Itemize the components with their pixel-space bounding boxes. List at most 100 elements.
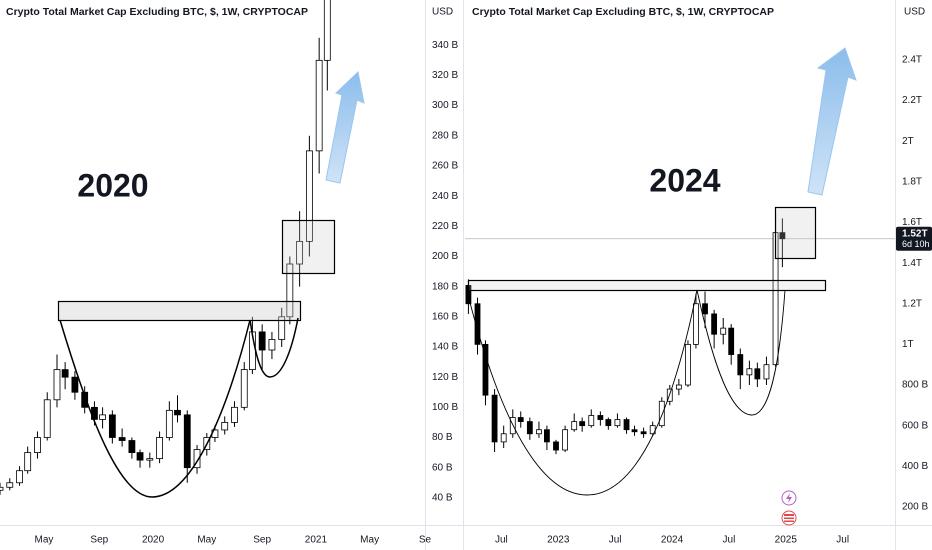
candle-body <box>156 437 163 460</box>
candle-body <box>315 59 323 152</box>
candle-body <box>43 399 51 438</box>
x-tick-label: 2024 <box>661 535 684 546</box>
chart-title: Crypto Total Market Cap Excluding BTC, $… <box>472 6 774 18</box>
candle-body <box>536 429 542 435</box>
x-tick-label: Se <box>419 535 432 546</box>
candle-body <box>165 409 173 438</box>
candle-body <box>562 429 569 451</box>
y-tick-label: 2T <box>902 136 914 147</box>
y-tick-label: 40 B <box>432 492 453 503</box>
y-tick-label: 60 B <box>432 462 453 473</box>
event-icon-glyph <box>786 493 792 503</box>
x-tick-label: May <box>35 535 54 546</box>
candle-body <box>779 232 786 240</box>
candle-body <box>631 429 638 433</box>
candle-body <box>544 429 550 443</box>
up-arrow <box>325 71 365 184</box>
candle-body <box>268 339 276 351</box>
countdown-label: 6d 10h <box>902 239 930 249</box>
candle-body <box>0 486 4 491</box>
y-tick-label: 800 B <box>902 380 928 391</box>
y-tick-label: 200 B <box>432 251 458 262</box>
candle-body <box>128 440 136 453</box>
x-tick-label: Sep <box>90 535 108 546</box>
drawings <box>57 206 827 498</box>
candle-body <box>258 331 266 351</box>
y-tick-label: 240 B <box>432 191 458 202</box>
candle-body <box>763 364 770 380</box>
candle-body <box>99 414 106 420</box>
candle-body <box>231 406 238 423</box>
x-tick-label: Jul <box>723 535 736 546</box>
y-tick-label: 300 B <box>432 100 458 111</box>
chart-title: Crypto Total Market Cap Excluding BTC, $… <box>6 6 308 18</box>
candle-body <box>174 409 181 416</box>
last-price-label: 1.52T <box>902 228 928 239</box>
event-icon-glyph <box>784 514 794 522</box>
candle-body <box>605 419 612 427</box>
y-tick-label: 260 B <box>432 161 458 172</box>
y-tick-label: 1.6T <box>902 217 922 228</box>
candle-body <box>61 369 69 378</box>
y-tick-label: 180 B <box>432 281 458 292</box>
x-tick-label: 2023 <box>547 535 570 546</box>
candle-body <box>517 417 524 422</box>
y-tick-label: 1.4T <box>902 258 922 269</box>
y-tick-label: 600 B <box>902 420 928 431</box>
candle-body <box>146 458 154 461</box>
y-tick-label: 340 B <box>432 40 458 51</box>
candle-body <box>720 327 727 335</box>
candle-body <box>693 303 699 345</box>
candle-body <box>278 316 286 340</box>
annotation: 2024 <box>649 162 720 198</box>
candle-body <box>118 437 126 441</box>
candle-body <box>71 376 79 393</box>
y-tick-label: 160 B <box>432 311 458 322</box>
candle-body <box>500 433 507 443</box>
candle-body <box>53 369 61 401</box>
y-tick-label: 1.8T <box>902 176 922 187</box>
candle-body <box>623 419 630 431</box>
y-tick-label: 200 B <box>902 502 928 513</box>
y-tick-label: 120 B <box>432 372 458 383</box>
candle-body <box>240 369 248 408</box>
x-tick-label: Jul <box>609 535 622 546</box>
x-tick-label: Sep <box>253 535 271 546</box>
candle-body <box>108 414 116 438</box>
resistance-zone <box>467 279 827 292</box>
x-tick-label: 2021 <box>305 535 328 546</box>
y-tick-label: 2.2T <box>902 95 922 106</box>
y-tick-label: 220 B <box>432 221 458 232</box>
y-tick-label: 1.2T <box>902 298 922 309</box>
y-tick-label: 1T <box>902 339 914 350</box>
y-tick-label: 400 B <box>902 461 928 472</box>
cup-curve <box>467 289 698 496</box>
candle-body <box>81 391 89 408</box>
candle-body <box>553 441 559 451</box>
candle-body <box>296 240 304 265</box>
resistance-zone <box>57 300 302 322</box>
candle-body <box>34 437 41 453</box>
candle-body <box>6 482 14 488</box>
candle-body <box>640 431 647 435</box>
candle-body <box>526 421 533 435</box>
candle-body <box>16 470 23 484</box>
y-tick-label: 320 B <box>432 70 458 81</box>
candle-body <box>221 422 229 431</box>
y-tick-label: 140 B <box>432 342 458 353</box>
plot-right <box>465 214 895 455</box>
event-icon-glyph <box>784 519 794 521</box>
y-tick-label: 280 B <box>432 130 458 141</box>
event-icons <box>781 490 797 526</box>
candle-body <box>24 452 32 472</box>
candle-body <box>728 327 735 355</box>
candle-body <box>702 303 708 315</box>
x-tick-label: May <box>197 535 216 546</box>
candle-body <box>711 313 718 335</box>
candle-body <box>597 415 604 420</box>
candle-body <box>675 384 682 390</box>
candle-body <box>579 421 586 427</box>
handle-curve <box>696 289 786 416</box>
breakout-box <box>774 206 817 260</box>
